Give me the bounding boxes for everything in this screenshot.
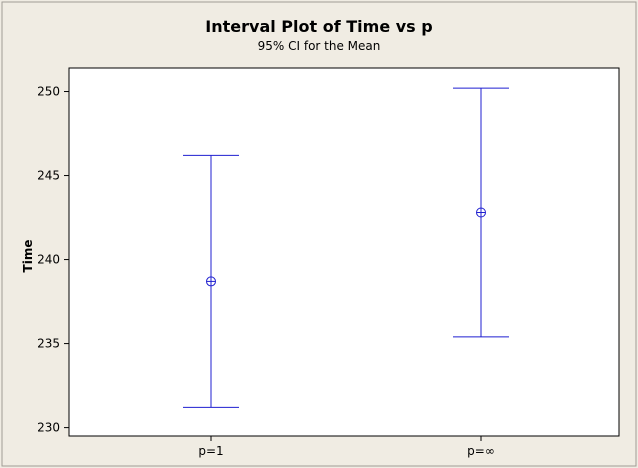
chart-subtitle: 95% CI for the Mean [258,39,381,53]
y-axis-label: Time [21,240,35,273]
interval-series [183,87,509,408]
x-tick-label: p=∞ [467,444,495,458]
plot-area [68,67,620,437]
x-tick-label: p=1 [198,444,223,458]
y-axis: 230 235 240 245 250 [37,85,69,435]
y-tick-label: 235 [37,337,60,351]
chart-title: Interval Plot of Time vs p [205,17,432,36]
y-tick-label: 245 [37,169,60,183]
y-tick-label: 240 [37,253,60,267]
y-tick-label: 250 [37,85,60,99]
x-axis: p=1 p=∞ [198,436,495,458]
y-tick-label: 230 [37,421,60,435]
